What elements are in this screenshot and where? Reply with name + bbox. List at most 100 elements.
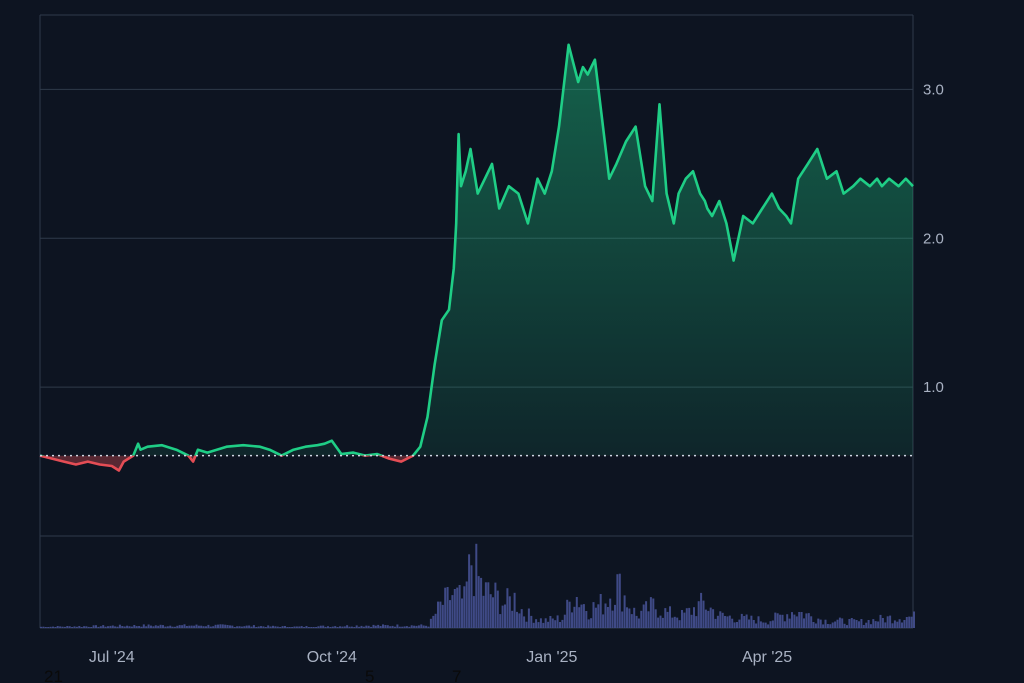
volume-bar	[288, 627, 291, 628]
volume-bar	[881, 618, 884, 628]
volume-bar	[322, 625, 325, 628]
volume-bar	[869, 624, 872, 628]
volume-bar	[886, 616, 889, 628]
volume-bar	[99, 626, 102, 628]
volume-bar	[260, 626, 262, 628]
volume-bar	[724, 616, 726, 628]
volume-bar	[248, 625, 251, 628]
volume-bar	[571, 612, 573, 628]
volume-bar	[659, 615, 662, 628]
volume-bar	[279, 627, 282, 628]
volume-bar	[61, 626, 64, 628]
volume-bar	[284, 626, 286, 628]
area-above-baseline	[40, 44, 913, 456]
volume-bar	[472, 596, 475, 628]
volume-bar	[317, 626, 320, 628]
volume-bar	[80, 627, 83, 628]
volume-bar	[291, 627, 294, 628]
volume-bar	[544, 618, 547, 628]
volume-bar	[477, 576, 480, 628]
volume-bar	[913, 611, 915, 628]
volume-bar	[90, 627, 93, 628]
volume-bar	[214, 624, 217, 628]
volume-bar	[535, 619, 538, 628]
volume-bar	[269, 626, 272, 628]
volume-bar	[243, 626, 246, 628]
volume-bar	[305, 626, 308, 628]
volume-bar	[841, 618, 844, 628]
volume-bar	[795, 616, 798, 628]
volume-bar	[200, 625, 203, 628]
volume-bar	[678, 620, 681, 628]
volume-bar	[614, 604, 616, 628]
volume-bar	[604, 603, 607, 628]
volume-bar	[537, 622, 540, 628]
volume-bar	[865, 622, 868, 628]
volume-bar	[647, 611, 650, 628]
volume-bar	[599, 594, 602, 628]
bottom-labels: 21 5 7	[44, 667, 461, 683]
volume-bar	[300, 626, 303, 628]
volume-bar	[68, 626, 71, 628]
volume-bar	[367, 625, 370, 628]
volume-bar	[449, 600, 451, 628]
volume-bar	[434, 613, 437, 628]
volume-bar	[776, 613, 779, 628]
volume-bar	[645, 601, 648, 628]
volume-bar	[788, 618, 791, 628]
volume-bar	[611, 610, 614, 628]
volume-bar	[580, 604, 583, 628]
volume-bar	[518, 613, 521, 628]
volume-bar	[92, 625, 95, 628]
volume-bar	[252, 625, 255, 628]
volume-bar	[341, 626, 344, 628]
volume-bar	[245, 625, 248, 628]
volume-bar	[884, 622, 887, 628]
volume-bar	[506, 588, 509, 628]
volume-bar	[334, 626, 337, 628]
volume-bar	[63, 626, 66, 628]
volume-bar	[492, 597, 494, 628]
volume-bar	[814, 623, 817, 628]
volume-bar	[140, 626, 143, 628]
volume-bar	[102, 625, 105, 628]
volume-bar	[262, 626, 265, 628]
volume-bar	[389, 626, 392, 628]
volume-bar	[133, 625, 136, 628]
volume-bar	[494, 582, 497, 628]
volume-bar	[121, 626, 124, 628]
volume-bar	[441, 604, 444, 628]
volume-bar	[511, 610, 514, 628]
volume-bar	[176, 625, 179, 628]
volume-bar	[425, 625, 428, 628]
volume-bar	[83, 626, 86, 628]
volume-bar	[487, 582, 490, 628]
volume-bar	[429, 618, 432, 628]
volume-bar	[700, 592, 703, 628]
volume-bar	[329, 627, 332, 628]
volume-bar	[480, 577, 483, 628]
volume-bar	[810, 616, 813, 628]
volume-bar	[54, 627, 57, 628]
volume-bar	[628, 608, 631, 628]
volume-bar	[769, 621, 772, 628]
volume-bar	[657, 617, 660, 628]
volume-bar	[539, 618, 542, 628]
volume-bar	[195, 624, 198, 628]
volume-bar	[891, 623, 894, 628]
volume-bar	[142, 624, 145, 628]
volume-bar	[422, 625, 425, 628]
volume-bar	[563, 614, 566, 628]
bottom-label: 5	[365, 667, 374, 683]
volume-bar	[767, 624, 770, 628]
y-tick-label: 3.0	[923, 81, 944, 98]
volume-bar	[807, 613, 810, 628]
volume-bar	[217, 624, 219, 628]
volume-bar	[66, 626, 69, 628]
volume-bar	[185, 626, 188, 628]
volume-bar	[652, 598, 655, 628]
volume-bar	[738, 619, 741, 628]
volume-bar	[726, 616, 729, 628]
volume-bar	[690, 614, 693, 628]
volume-bar	[85, 626, 88, 628]
